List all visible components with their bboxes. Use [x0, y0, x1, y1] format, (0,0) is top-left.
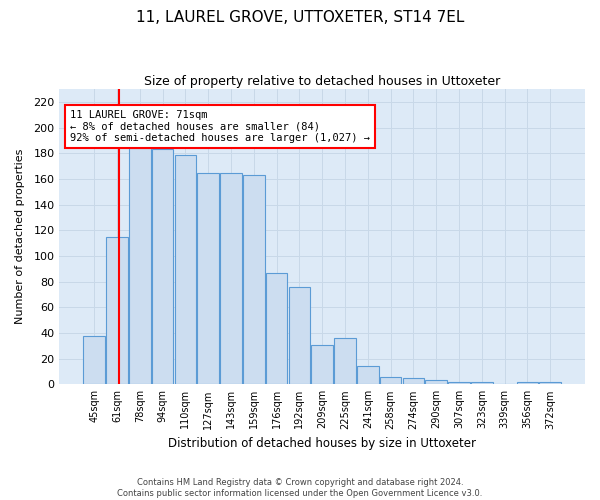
- Text: Contains HM Land Registry data © Crown copyright and database right 2024.
Contai: Contains HM Land Registry data © Crown c…: [118, 478, 482, 498]
- Bar: [334, 338, 356, 384]
- Bar: [289, 287, 310, 384]
- Bar: [448, 382, 470, 384]
- Bar: [357, 366, 379, 384]
- Bar: [471, 382, 493, 384]
- Bar: [106, 236, 128, 384]
- Bar: [425, 380, 447, 384]
- Bar: [129, 148, 151, 384]
- Bar: [197, 172, 219, 384]
- Text: 11, LAUREL GROVE, UTTOXETER, ST14 7EL: 11, LAUREL GROVE, UTTOXETER, ST14 7EL: [136, 10, 464, 25]
- Y-axis label: Number of detached properties: Number of detached properties: [15, 149, 25, 324]
- Bar: [266, 272, 287, 384]
- Bar: [403, 378, 424, 384]
- Bar: [152, 150, 173, 384]
- X-axis label: Distribution of detached houses by size in Uttoxeter: Distribution of detached houses by size …: [168, 437, 476, 450]
- Text: 11 LAUREL GROVE: 71sqm
← 8% of detached houses are smaller (84)
92% of semi-deta: 11 LAUREL GROVE: 71sqm ← 8% of detached …: [70, 110, 370, 143]
- Bar: [517, 382, 538, 384]
- Bar: [380, 376, 401, 384]
- Bar: [311, 344, 333, 385]
- Bar: [83, 336, 105, 384]
- Bar: [220, 172, 242, 384]
- Bar: [539, 382, 561, 384]
- Bar: [175, 154, 196, 384]
- Bar: [243, 175, 265, 384]
- Title: Size of property relative to detached houses in Uttoxeter: Size of property relative to detached ho…: [144, 75, 500, 88]
